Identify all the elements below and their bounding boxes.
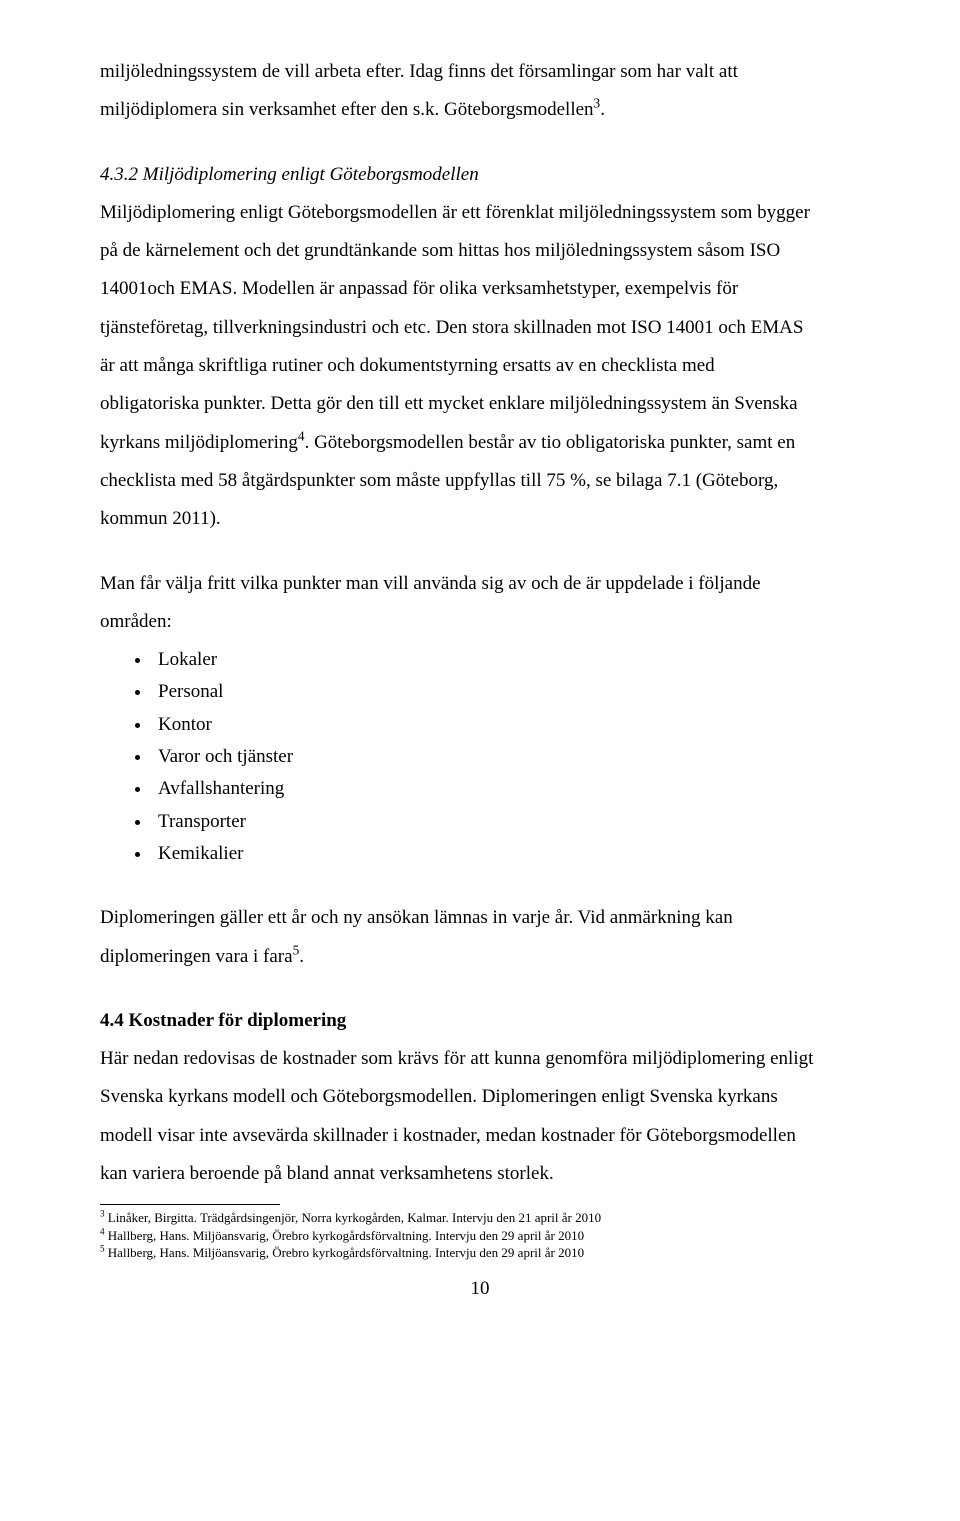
s432-p1-l3: 14001och EMAS. Modellen är anpassad för …: [100, 273, 860, 305]
footnote-4-text: Hallberg, Hans. Miljöansvarig, Örebro ky…: [105, 1228, 585, 1243]
s432-p3-l2-pre: diplomeringen vara i fara: [100, 946, 293, 967]
document-page: miljöledningssystem de vill arbeta efter…: [0, 0, 960, 1340]
s432-p1-l7-pre: kyrkans miljödiplomering: [100, 432, 298, 453]
footnote-separator: [100, 1204, 280, 1205]
s432-p3-l2-post: .: [299, 946, 304, 967]
s44-p1-l4: kan variera beroende på bland annat verk…: [100, 1158, 860, 1190]
s432-p1-l4: tjänsteföretag, tillverkningsindustri oc…: [100, 312, 860, 344]
footnote-3-text: Linåker, Birgitta. Trädgårdsingenjör, No…: [105, 1210, 602, 1225]
s432-p1-l9: kommun 2011).: [100, 503, 860, 535]
heading-4-3-2: 4.3.2 Miljödiplomering enligt Göteborgsm…: [100, 159, 860, 191]
s432-p2-l2: områden:: [100, 606, 860, 638]
intro-line-2-post: .: [600, 99, 605, 120]
heading-4-4: 4.4 Kostnader för diplomering: [100, 1005, 860, 1037]
intro-line-2-pre: miljödiplomera sin verksamhet efter den …: [100, 99, 594, 120]
footnote-5-text: Hallberg, Hans. Miljöansvarig, Örebro ky…: [105, 1245, 585, 1260]
page-number: 10: [100, 1278, 860, 1300]
s432-p1-l7: kyrkans miljödiplomering4. Göteborgsmode…: [100, 427, 860, 459]
s432-p1-l5: är att många skriftliga rutiner och doku…: [100, 350, 860, 382]
s432-p2-l1: Man får välja fritt vilka punkter man vi…: [100, 568, 860, 600]
footnote-ref-4: 4: [298, 428, 305, 443]
footnote-3: 3 Linåker, Birgitta. Trädgårdsingenjör, …: [100, 1209, 860, 1227]
list-item: Avfallshantering: [152, 773, 860, 805]
list-item: Lokaler: [152, 644, 860, 676]
footnote-5: 5 Hallberg, Hans. Miljöansvarig, Örebro …: [100, 1244, 860, 1262]
areas-list: Lokaler Personal Kontor Varor och tjänst…: [100, 644, 860, 870]
spacer: [100, 876, 860, 902]
spacer: [100, 133, 860, 159]
intro-line-1: miljöledningssystem de vill arbeta efter…: [100, 56, 860, 88]
list-item: Transporter: [152, 806, 860, 838]
s432-p1-l6: obligatoriska punkter. Detta gör den til…: [100, 388, 860, 420]
list-item: Kemikalier: [152, 838, 860, 870]
s44-p1-l1: Här nedan redovisas de kostnader som krä…: [100, 1043, 860, 1075]
s44-p1-l3: modell visar inte avsevärda skillnader i…: [100, 1120, 860, 1152]
s432-p3-l2: diplomeringen vara i fara5.: [100, 941, 860, 973]
intro-line-2: miljödiplomera sin verksamhet efter den …: [100, 94, 860, 126]
footnotes-block: 3 Linåker, Birgitta. Trädgårdsingenjör, …: [100, 1209, 860, 1262]
spacer: [100, 979, 860, 1005]
s432-p1-l8: checklista med 58 åtgärdspunkter som mås…: [100, 465, 860, 497]
s432-p1-l2: på de kärnelement och det grundtänkande …: [100, 235, 860, 267]
s432-p1-l1: Miljödiplomering enligt Göteborgsmodelle…: [100, 197, 860, 229]
footnote-4: 4 Hallberg, Hans. Miljöansvarig, Örebro …: [100, 1227, 860, 1245]
spacer: [100, 542, 860, 568]
list-item: Kontor: [152, 709, 860, 741]
s432-p3-l1: Diplomeringen gäller ett år och ny ansök…: [100, 902, 860, 934]
list-item: Personal: [152, 676, 860, 708]
s44-p1-l2: Svenska kyrkans modell och Göteborgsmode…: [100, 1081, 860, 1113]
list-item: Varor och tjänster: [152, 741, 860, 773]
s432-p1-l7-post: . Göteborgsmodellen består av tio obliga…: [305, 432, 796, 453]
